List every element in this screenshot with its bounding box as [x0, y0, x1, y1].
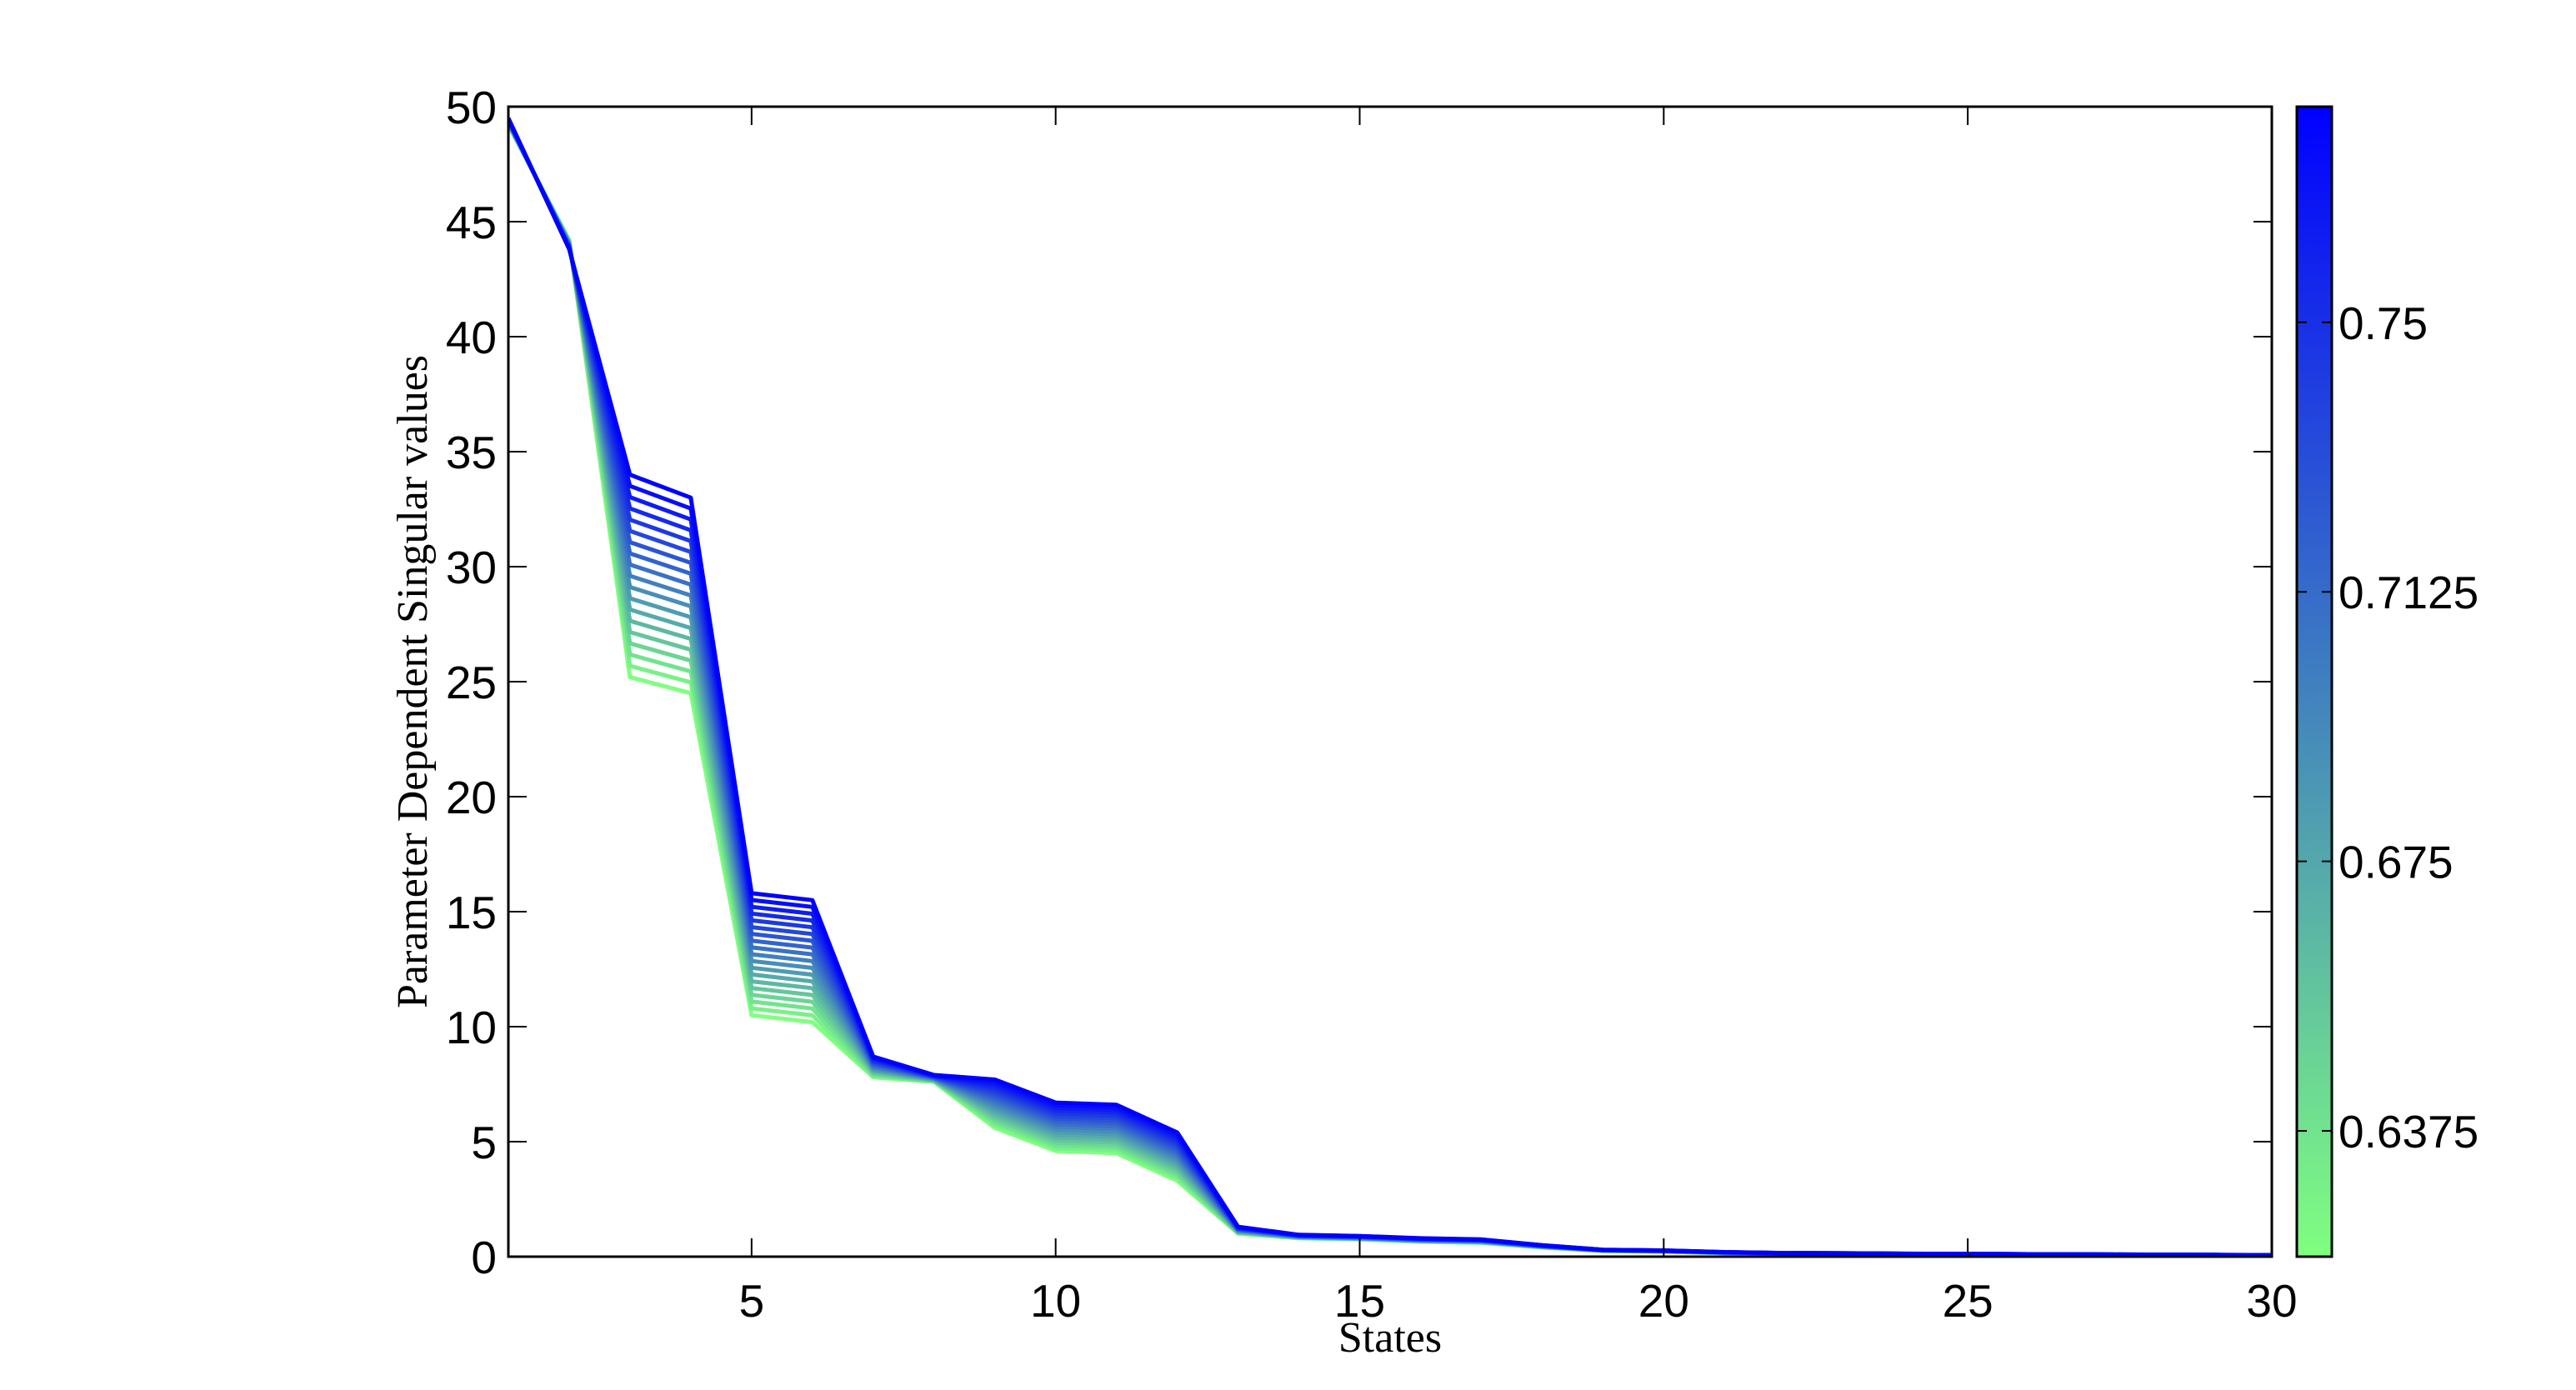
- y-axis-title: Parameter Dependent Singular values: [389, 355, 437, 1008]
- series-line: [508, 120, 2272, 1257]
- series-line: [508, 123, 2272, 1257]
- series-line: [508, 121, 2272, 1257]
- x-tick-label: 20: [1638, 1275, 1689, 1327]
- series-line: [508, 117, 2272, 1257]
- plot-frame: [507, 105, 2273, 1258]
- y-axis: 0 5 10 15 20 25 30 35 40 45 50: [446, 82, 2272, 1283]
- colorbar-ticks: 0.6375 0.675 0.7125 0.75: [2297, 298, 2478, 1158]
- series-line: [508, 121, 2272, 1257]
- colorbar: [2295, 105, 2333, 1258]
- y-tick-label: 45: [446, 197, 497, 248]
- y-tick-label: 10: [446, 1002, 497, 1053]
- series-line: [508, 118, 2272, 1257]
- x-tick-label: 5: [739, 1275, 765, 1327]
- y-tick-label: 5: [471, 1117, 497, 1168]
- series-line: [508, 120, 2272, 1257]
- y-tick-label: 0: [471, 1232, 497, 1283]
- series-line: [508, 118, 2272, 1257]
- series-line: [508, 122, 2272, 1257]
- series-line: [508, 119, 2272, 1257]
- colorbar-tick-label: 0.675: [2338, 837, 2453, 888]
- y-tick-label: 15: [446, 887, 497, 938]
- y-tick-label: 25: [446, 657, 497, 708]
- colorbar-tick-label: 0.6375: [2338, 1106, 2478, 1158]
- colorbar-tick-label: 0.7125: [2338, 567, 2478, 618]
- x-tick-label: 15: [1334, 1275, 1385, 1327]
- colorbar-tick-label: 0.75: [2338, 298, 2428, 349]
- x-axis-title: States: [1338, 1314, 1442, 1362]
- x-tick-label: 30: [2246, 1275, 2297, 1327]
- series-line: [508, 123, 2272, 1257]
- series-line: [508, 122, 2272, 1257]
- plot-curves: [508, 117, 2272, 1257]
- series-line: [508, 119, 2272, 1257]
- series-line: [508, 123, 2272, 1257]
- x-tick-label: 10: [1030, 1275, 1081, 1327]
- y-tick-label: 20: [446, 772, 497, 823]
- series-line: [508, 122, 2272, 1257]
- series-line: [508, 118, 2272, 1257]
- x-axis: 5 10 15 20 25 30: [739, 107, 2298, 1327]
- x-tick-label: 25: [1943, 1275, 1993, 1327]
- series-line: [508, 118, 2272, 1257]
- y-tick-label: 50: [446, 82, 497, 133]
- y-tick-label: 30: [446, 542, 497, 593]
- y-tick-label: 35: [446, 427, 497, 478]
- series-line: [508, 122, 2272, 1257]
- series-line: [508, 119, 2272, 1257]
- y-tick-label: 40: [446, 312, 497, 363]
